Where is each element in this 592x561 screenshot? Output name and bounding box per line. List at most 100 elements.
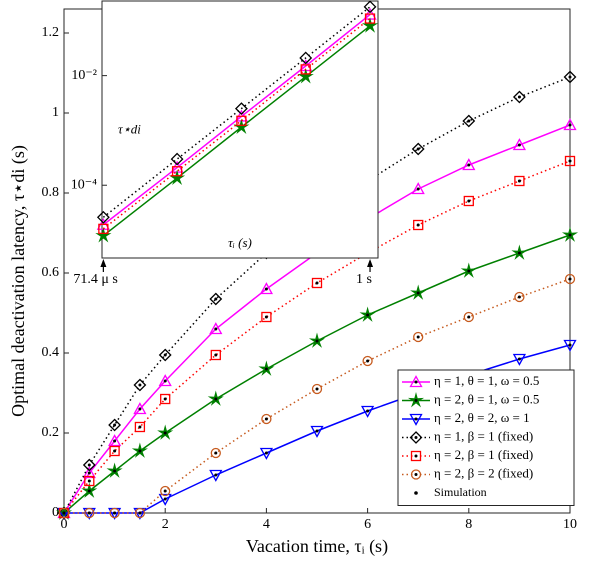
simulation-point	[467, 269, 471, 273]
simulation-point	[87, 479, 91, 483]
simulation-point	[467, 315, 471, 319]
simulation-point	[113, 423, 117, 427]
simulation-point	[568, 277, 572, 281]
marker	[413, 331, 424, 343]
simulation-point	[113, 469, 117, 473]
marker	[209, 469, 223, 482]
marker	[133, 402, 147, 415]
marker	[512, 90, 526, 104]
legend-label: η = 2, β = 1 (fixed)	[434, 447, 533, 462]
marker	[108, 418, 122, 432]
legend-label: η = 2, θ = 1, ω = 0.5	[434, 391, 539, 406]
simulation-point	[467, 199, 471, 203]
marker	[133, 378, 147, 392]
y-axis-label: τ⋆di	[118, 121, 141, 136]
legend-label: η = 1, β = 1 (fixed)	[434, 428, 533, 443]
legend-marker	[409, 375, 423, 388]
y-tick-label: 0.2	[42, 425, 60, 440]
simulation-point	[366, 409, 370, 413]
marker	[134, 421, 146, 433]
simulation-point	[315, 281, 319, 285]
simulation-point	[568, 343, 572, 347]
simulation-point	[87, 489, 91, 493]
x-tick-label: 8	[465, 517, 472, 532]
simulation-point	[467, 163, 471, 167]
simulation-point	[113, 439, 117, 443]
y-tick-label: 10⁻⁴	[71, 177, 97, 192]
series-line	[102, 6, 371, 218]
simulation-point	[517, 179, 521, 183]
marker	[158, 493, 172, 506]
marker	[462, 158, 476, 171]
x-tick-label: 6	[364, 517, 371, 532]
simulation-point	[416, 335, 420, 339]
marker	[171, 166, 183, 177]
marker	[84, 507, 95, 519]
legend-label: η = 2, θ = 2, ω = 1	[434, 410, 530, 425]
marker	[563, 70, 577, 84]
legend-label: Simulation	[434, 485, 487, 499]
marker	[411, 142, 425, 156]
marker	[564, 273, 576, 285]
x-tick-label: 10	[563, 517, 577, 532]
simulation-point	[87, 463, 91, 467]
marker	[96, 210, 110, 224]
legend-marker	[414, 491, 418, 495]
marker	[413, 219, 424, 231]
x-axis-label: Vacation time, τᵢ (s)	[246, 536, 388, 557]
marker	[563, 118, 577, 131]
marker	[363, 0, 377, 14]
legend-marker	[414, 380, 418, 384]
simulation-point	[163, 497, 167, 501]
simulation-point	[163, 431, 167, 435]
simulation-point	[416, 291, 420, 295]
simulation-point	[163, 489, 167, 493]
marker	[297, 68, 314, 84]
simulation-point	[568, 233, 572, 237]
legend-marker	[409, 431, 423, 444]
simulation-point	[87, 471, 91, 475]
marker	[261, 413, 272, 425]
marker	[300, 64, 311, 75]
marker	[563, 339, 577, 352]
simulation-point	[568, 75, 572, 79]
marker	[463, 311, 474, 323]
marker	[310, 425, 324, 438]
simulation-point	[214, 397, 218, 401]
simulation-point	[416, 223, 420, 227]
simulation-point	[138, 383, 142, 387]
simulation-point	[87, 511, 91, 515]
x-tick-label: 0	[61, 517, 68, 532]
y-tick-label: 0.8	[42, 185, 60, 200]
legend	[397, 369, 575, 506]
marker	[462, 114, 476, 128]
simulation-point	[113, 511, 117, 515]
simulation-point	[214, 327, 218, 331]
legend-marker	[414, 436, 418, 439]
simulation-point	[517, 295, 521, 299]
simulation-point	[568, 159, 572, 163]
simulation-point	[517, 357, 521, 361]
marker	[364, 13, 376, 24]
marker	[514, 291, 525, 303]
marker	[564, 155, 576, 167]
simulation-point	[214, 451, 218, 455]
marker	[234, 102, 248, 116]
simulation-point	[315, 429, 319, 433]
simulation-point	[113, 449, 117, 453]
marker	[134, 507, 146, 519]
simulation-point	[264, 315, 268, 319]
simulation-point	[214, 297, 218, 301]
simulation-point	[416, 147, 420, 151]
marker	[158, 374, 172, 387]
annotation-arrowhead	[100, 259, 107, 267]
marker	[259, 447, 273, 460]
annotation: 1 s	[356, 272, 372, 287]
marker	[259, 282, 273, 295]
simulation-point	[138, 407, 142, 411]
y-axis-label: Optimal deactivation latency, τ⋆di (s)	[8, 145, 29, 417]
marker	[58, 507, 70, 519]
simulation-point	[138, 511, 142, 515]
marker	[261, 311, 272, 323]
marker	[463, 195, 474, 207]
